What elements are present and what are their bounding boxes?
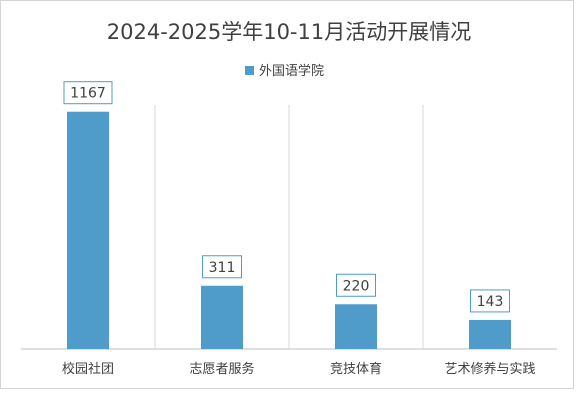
data-label-box [202, 255, 242, 279]
data-label: 143 [477, 294, 504, 310]
data-label-box [470, 289, 510, 313]
data-label: 220 [343, 278, 370, 294]
category-label: 竞技体育 [330, 361, 382, 377]
data-label-box [63, 81, 113, 105]
bar-1 [67, 111, 109, 350]
data-label: 311 [209, 260, 236, 276]
legend-label: 外国语学院 [259, 63, 324, 79]
bar-4 [469, 319, 511, 349]
bar-2 [201, 285, 243, 349]
chart-title: 2024-2025学年10-11月活动开展情况 [107, 20, 472, 44]
category-label: 艺术修养与实践 [444, 361, 535, 377]
chart-frame: 2024-2025学年10-11月活动开展情况 外国语学院 1167 校园社团 31… [0, 0, 574, 389]
legend-swatch [245, 66, 254, 75]
plot-area: 1167 校园社团 311 志愿者服务 220 竞技体育 143 艺术修养与实践 [21, 81, 557, 377]
data-label: 1167 [70, 86, 106, 102]
legend: 外国语学院 [245, 63, 324, 79]
category-label: 志愿者服务 [189, 361, 254, 377]
data-label-box [336, 273, 376, 297]
bar-3 [335, 304, 377, 349]
category-label: 校园社团 [62, 361, 114, 377]
